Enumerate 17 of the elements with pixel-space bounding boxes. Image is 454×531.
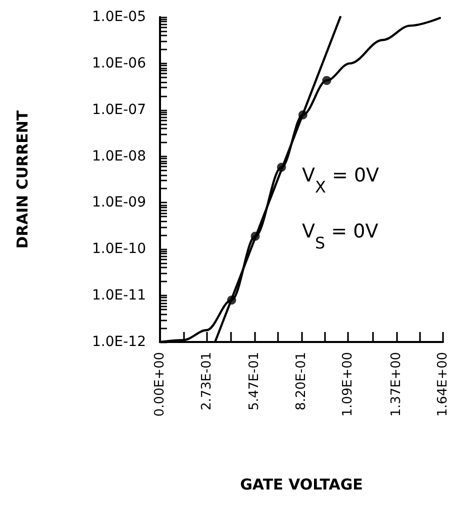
y-tick-label: 1.0E-09 <box>92 194 146 211</box>
x-axis-title: GATE VOLTAGE <box>240 476 363 494</box>
y-tick-label: 1.0E-10 <box>92 241 146 258</box>
y-tick-label: 1.0E-06 <box>92 55 146 72</box>
x-tick-label: 1.09E+00 <box>340 352 356 417</box>
x-tick-label: 0.00E+00 <box>152 352 168 417</box>
x-tick-label: 1.64E+00 <box>436 352 450 417</box>
y-tick-label: 1.0E-05 <box>92 9 146 25</box>
y-tick-label: 1.0E-11 <box>92 288 146 304</box>
x-tick-label: 5.47E-01 <box>246 352 262 410</box>
x-tick-label: 8.20E-01 <box>294 352 309 410</box>
x-tick-label: 2.73E-01 <box>200 352 215 410</box>
x-tick-label: 1.37E+00 <box>388 352 404 417</box>
y-axis-title: DRAIN CURRENT <box>14 110 32 249</box>
y-tick-label: 1.0E-12 <box>92 334 146 350</box>
y-tick-label: 1.0E-07 <box>92 102 146 118</box>
y-tick-label: 1.0E-08 <box>92 148 146 164</box>
